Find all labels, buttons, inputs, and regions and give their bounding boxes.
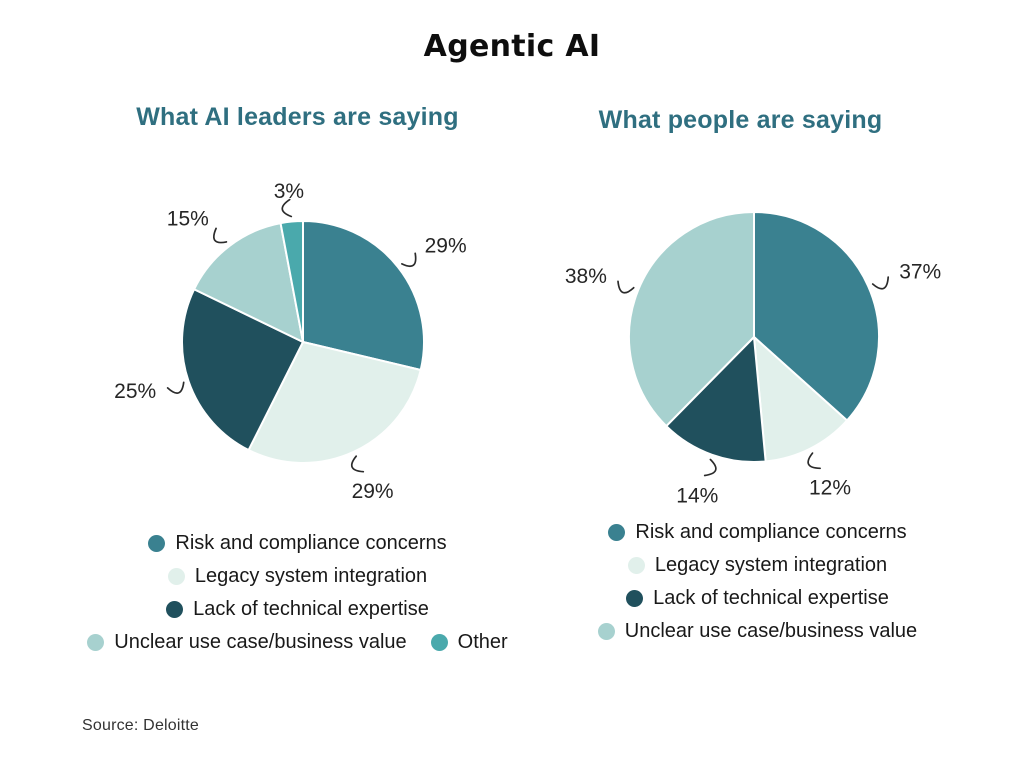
legend-dot-risk — [148, 535, 166, 552]
pie-slice-legacy — [753, 336, 849, 463]
legend-item-legacy: Legacy system integration — [627, 554, 888, 577]
pie-slice-other — [279, 220, 304, 343]
legend-item-unclear: Unclear use case/business value — [597, 620, 918, 643]
legend-item-risk: Risk and compliance concerns — [148, 532, 447, 555]
slice-value-label-legacy: 12% — [809, 476, 851, 499]
legend-row: Legacy system integration — [545, 554, 970, 577]
pie-slice-expertise — [665, 336, 767, 463]
legend-label: Risk and compliance concerns — [635, 521, 907, 543]
legend-dot-legacy — [167, 568, 185, 585]
pie-slice-expertise — [181, 288, 304, 452]
source-note: Source: Deloitte — [82, 717, 200, 734]
pie-slice-legacy — [247, 341, 422, 464]
legend-label: Risk and compliance concerns — [175, 532, 447, 554]
label-connector — [703, 458, 717, 477]
label-connector — [807, 452, 821, 470]
legend-label: Other — [457, 631, 508, 653]
slice-value-label-other: 3% — [274, 180, 304, 203]
label-connector — [617, 280, 635, 294]
legend-label: Unclear use case/business value — [114, 631, 407, 653]
legend-item-unclear: Unclear use case/business value — [87, 631, 407, 654]
label-connector — [401, 252, 417, 268]
legend-row: Unclear use case/business value — [545, 620, 970, 643]
legend-row: Legacy system integration — [55, 565, 540, 588]
label-connector — [281, 198, 293, 218]
legend-people: Risk and compliance concerns Legacy syste… — [545, 521, 970, 653]
legend-label: Lack of technical expertise — [193, 598, 429, 620]
legend-item-other: Other — [430, 631, 508, 654]
legend-row: Lack of technical expertise — [55, 598, 540, 621]
legend-dot-expertise — [166, 601, 184, 618]
legend-row: Lack of technical expertise — [545, 587, 970, 610]
legend-label: Legacy system integration — [194, 565, 428, 587]
slice-value-label-expertise: 14% — [676, 485, 718, 508]
left-chart-title: What AI leaders are saying — [136, 103, 459, 131]
legend-ai-leaders: Risk and compliance concerns Legacy syste… — [55, 532, 540, 664]
pie-slice-unclear — [193, 222, 304, 343]
legend-dot-unclear — [87, 634, 105, 651]
legend-item-expertise: Lack of technical expertise — [626, 587, 889, 610]
legend-label: Unclear use case/business value — [624, 620, 918, 642]
slice-value-label-risk: 37% — [899, 261, 941, 284]
slice-value-label-risk: 29% — [425, 234, 467, 257]
slice-value-label-unclear: 15% — [167, 207, 209, 230]
legend-dot-other — [430, 634, 448, 651]
legend-label: Legacy system integration — [654, 554, 888, 576]
legend-dot-legacy — [627, 557, 645, 574]
legend-item-risk: Risk and compliance concerns — [608, 521, 907, 544]
legend-item-legacy: Legacy system integration — [167, 565, 428, 588]
legend-row: Risk and compliance concerns — [545, 521, 970, 544]
legend-row: Risk and compliance concerns — [55, 532, 540, 555]
page-title: Agentic AI — [423, 29, 601, 64]
label-connector — [350, 455, 365, 473]
legend-dot-expertise — [626, 590, 644, 607]
slice-value-label-unclear: 38% — [565, 265, 607, 288]
slice-value-label-legacy: 29% — [352, 480, 394, 503]
pie-slice-risk — [302, 220, 425, 371]
legend-label: Lack of technical expertise — [653, 587, 889, 609]
label-connector — [213, 227, 228, 244]
pie-slice-risk — [753, 211, 880, 422]
right-chart-title: What people are saying — [598, 106, 883, 134]
legend-row: Unclear use case/business value Other — [55, 631, 540, 654]
pie-slice-unclear — [628, 211, 755, 428]
pie-ai-leaders: 29% 29% 25% 15% 3% — [114, 180, 466, 503]
slice-value-label-expertise: 25% — [114, 380, 156, 403]
legend-dot-risk — [608, 524, 626, 541]
legend-item-expertise: Lack of technical expertise — [166, 598, 429, 621]
legend-dot-unclear — [597, 623, 615, 640]
pie-people: 37% 12% 14% 38% — [565, 211, 941, 508]
label-connector — [166, 381, 185, 394]
label-connector — [871, 276, 890, 290]
